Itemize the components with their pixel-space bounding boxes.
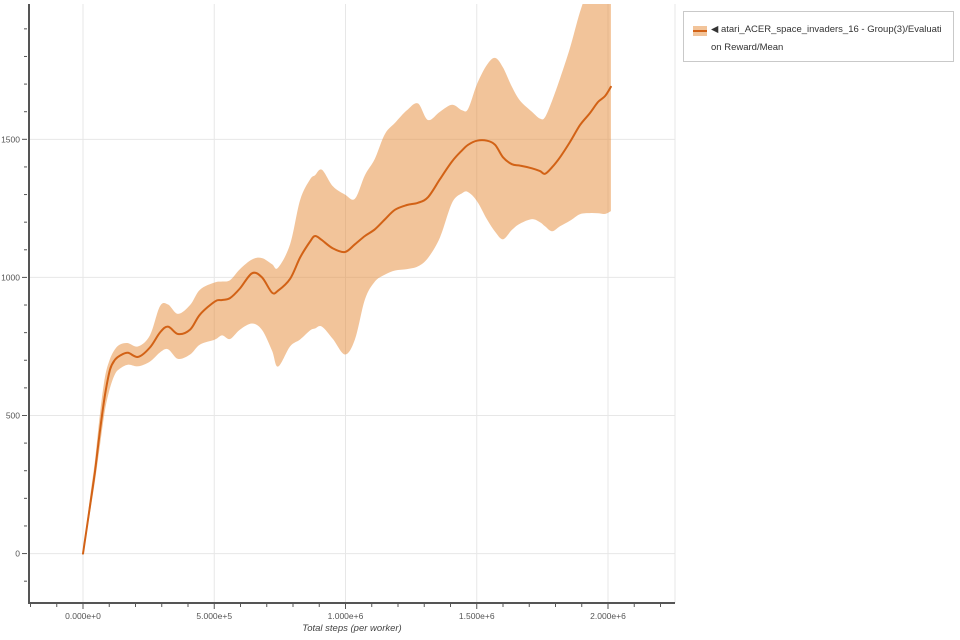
legend-label[interactable]: ◀ atari_ACER_space_invaders_16 - Group(3… <box>711 24 942 53</box>
series-group <box>82 0 612 555</box>
legend-swatch-line-icon <box>693 30 707 32</box>
y-tick-label: 500 <box>6 410 20 420</box>
y-tick-label: 1500 <box>1 134 20 144</box>
axes <box>22 4 675 609</box>
x-tick-label: 2.000e+6 <box>590 611 626 621</box>
series-confidence-band[interactable] <box>83 0 611 554</box>
series-mean-line[interactable] <box>82 85 612 555</box>
y-tick-label: 0 <box>15 549 20 559</box>
x-tick-label: 0.000e+0 <box>65 611 101 621</box>
legend[interactable]: ◀ atari_ACER_space_invaders_16 - Group(3… <box>683 11 954 62</box>
x-axis-title: Total steps (per worker) <box>302 623 402 634</box>
y-tick-label: 1000 <box>1 272 20 282</box>
tick-labels: 0.000e+0 5.000e+5 1.000e+6 1.500e+6 2.000e+6… <box>1 134 626 621</box>
legend-swatch-band-icon <box>693 26 707 36</box>
x-tick-label: 5.000e+5 <box>196 611 232 621</box>
x-tick-label: 1.000e+6 <box>328 611 364 621</box>
x-tick-label: 1.500e+6 <box>459 611 495 621</box>
